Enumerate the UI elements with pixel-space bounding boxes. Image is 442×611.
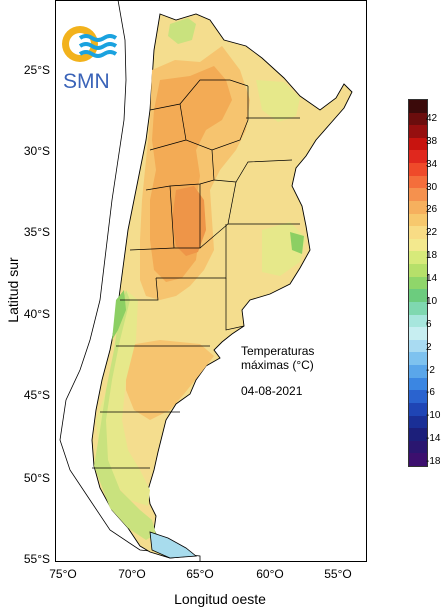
green-zone-andes	[112, 290, 126, 340]
legend-swatch	[409, 314, 427, 328]
lon-label-60: 60°O	[256, 567, 284, 581]
legend-tick-label: 30	[426, 181, 438, 193]
legend-tick-label: 14	[426, 273, 438, 285]
legend-swatch	[409, 415, 427, 429]
legend-tick-label: -10	[426, 410, 441, 422]
legend-swatch	[409, 251, 427, 265]
legend-tick-label: -18	[426, 456, 441, 467]
legend-swatch	[409, 175, 427, 189]
cool-zone-northeast	[256, 80, 300, 122]
legend-swatch	[409, 440, 427, 454]
legend-swatch	[409, 402, 427, 416]
smn-logo	[58, 16, 118, 96]
lon-label-55: 55°O	[324, 567, 352, 581]
color-legend	[408, 99, 428, 467]
cool-zone-west	[96, 290, 150, 506]
legend-swatch	[409, 150, 427, 164]
legend-swatch	[409, 301, 427, 316]
legend-swatch	[409, 264, 427, 278]
legend-swatch	[409, 276, 427, 290]
annotation-line1: Temperaturas	[241, 344, 315, 358]
lon-label-75: 75°O	[49, 567, 77, 581]
smn-sun-waves-icon	[62, 26, 118, 62]
legend-swatch	[409, 390, 427, 404]
lat-label-40: 40°S	[23, 307, 50, 321]
legend-swatch	[409, 188, 427, 202]
green-zone-east	[290, 232, 304, 254]
lat-label-25: 25°S	[23, 63, 50, 77]
legend-tick-label: 34	[426, 158, 438, 170]
legend-swatch	[409, 352, 427, 366]
legend-swatch	[409, 289, 427, 303]
legend-swatch	[409, 377, 427, 391]
lat-label-30: 30°S	[23, 144, 50, 158]
legend-tick-label: 26	[426, 204, 438, 216]
legend-swatch	[409, 339, 427, 353]
logo-text: SMN	[63, 70, 110, 93]
annotation-date: 04-08-2021	[241, 384, 303, 398]
legend-tick-label: 18	[426, 250, 438, 262]
legend-swatch	[409, 238, 427, 252]
province-boundaries	[92, 79, 300, 469]
legend-tick-label: 22	[426, 227, 438, 239]
warm-zone-core	[150, 66, 232, 282]
y-axis-label: Latitud sur	[5, 257, 21, 323]
annotation-line2: máximas (°C)	[241, 358, 314, 372]
legend-swatch	[409, 200, 427, 215]
legend-swatch	[409, 327, 427, 341]
legend-swatch	[409, 428, 427, 442]
lat-label-55: 55°S	[23, 552, 50, 566]
chile-outline	[59, 1, 201, 561]
legend-tick-label: 38	[426, 135, 438, 147]
legend-swatch	[409, 365, 427, 379]
legend-swatch	[409, 137, 427, 151]
lat-label-35: 35°S	[23, 225, 50, 239]
legend-tick-label: -2	[426, 364, 435, 376]
legend-swatch	[409, 112, 427, 126]
cool-zone-north-andes	[168, 18, 196, 44]
map-annotation: Temperaturas máximas (°C) 04-08-2021	[241, 344, 314, 398]
legend-swatch	[409, 100, 427, 114]
legend-tick-label: 42	[426, 113, 438, 124]
warm-zone-south	[126, 340, 214, 420]
legend-swatch	[409, 163, 427, 177]
legend-tick-label: 2	[426, 341, 432, 353]
legend-swatch	[409, 213, 427, 227]
hot-zone	[172, 186, 206, 256]
legend-swatch	[409, 453, 427, 467]
legend-tick-label: 10	[426, 295, 438, 307]
cool-zone-andes	[94, 290, 156, 540]
x-axis-label: Longitud oeste	[174, 591, 266, 607]
tierra-del-fuego	[149, 531, 198, 559]
legend-tick-label: 6	[426, 318, 432, 330]
lat-label-45: 45°S	[23, 388, 50, 402]
lon-label-65: 65°O	[186, 567, 214, 581]
legend-swatch	[409, 226, 427, 240]
legend-tick-label: -6	[426, 387, 435, 399]
lon-label-70: 70°O	[118, 567, 146, 581]
legend-tick-label: -14	[426, 433, 441, 445]
lat-label-50: 50°S	[23, 471, 50, 485]
legend-swatch	[409, 125, 427, 139]
